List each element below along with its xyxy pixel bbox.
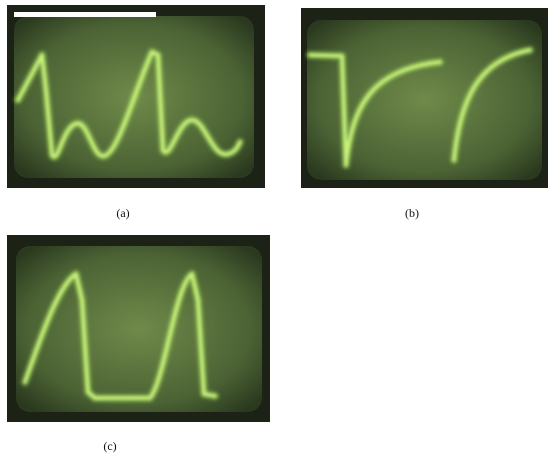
screen — [16, 246, 262, 412]
figure: (a) (b) (c) — [0, 0, 548, 457]
panel-label: (b) — [405, 206, 419, 220]
scale-bar — [14, 12, 156, 17]
panel-label: (a) — [116, 206, 129, 220]
panel-b — [301, 8, 548, 188]
panel-c — [7, 235, 270, 422]
panel-a — [7, 5, 265, 188]
page: (a) (b) (c) (() => { const data = JSON.p… — [0, 0, 548, 457]
panel-label: (c) — [103, 439, 116, 453]
